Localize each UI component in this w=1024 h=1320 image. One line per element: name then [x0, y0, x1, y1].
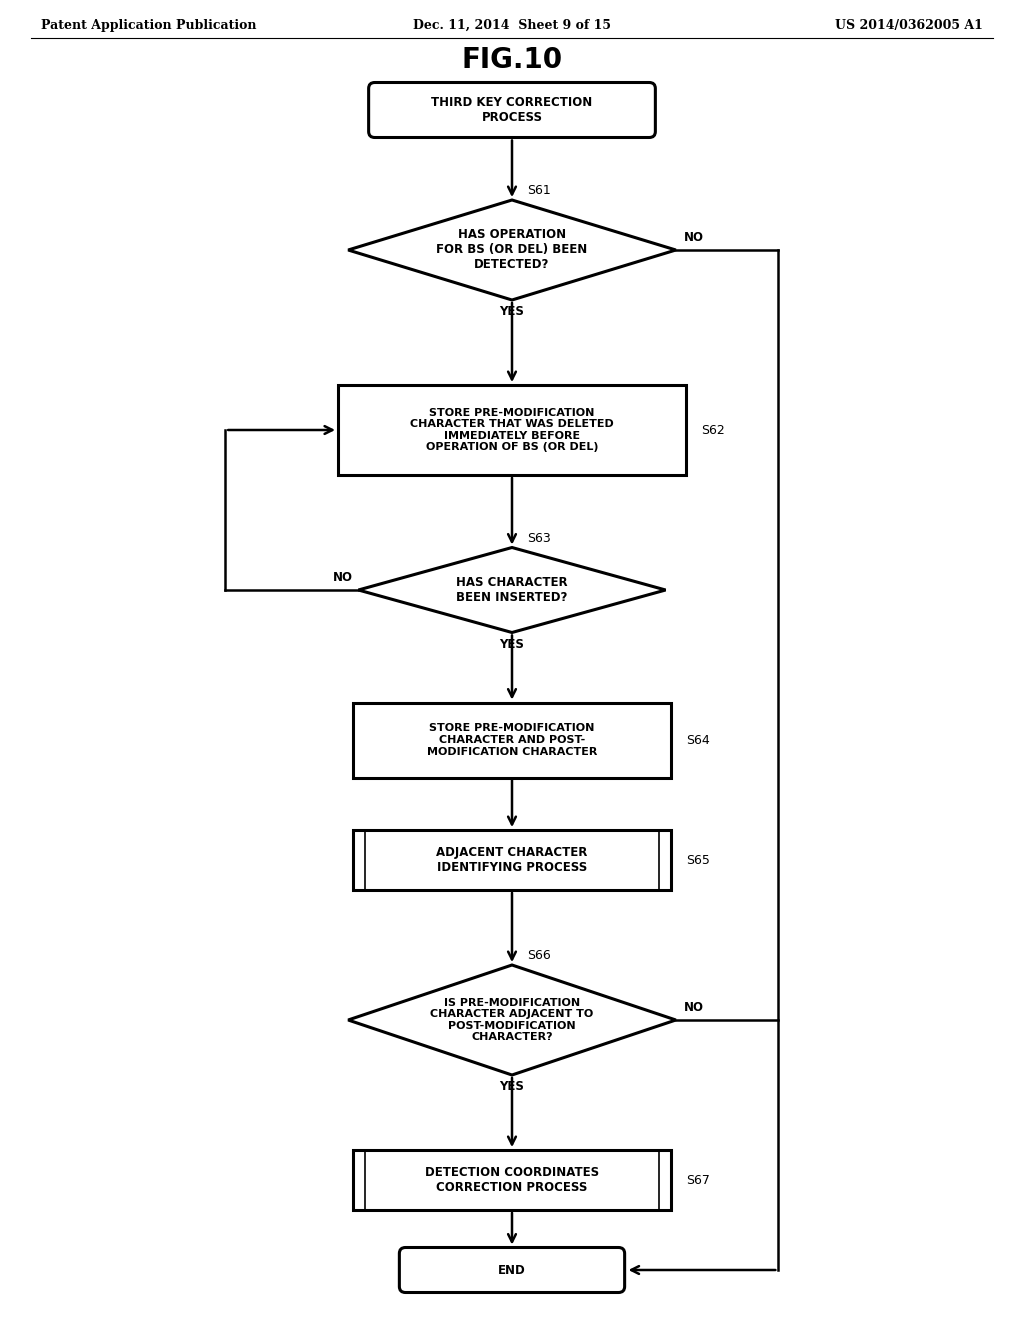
Text: NO: NO: [333, 572, 353, 583]
Text: Patent Application Publication: Patent Application Publication: [41, 18, 256, 32]
Bar: [338, 385, 686, 475]
Text: Dec. 11, 2014  Sheet 9 of 15: Dec. 11, 2014 Sheet 9 of 15: [413, 18, 611, 32]
Text: S67: S67: [686, 1173, 710, 1187]
Bar: [353, 1150, 671, 1210]
Text: STORE PRE-MODIFICATION
CHARACTER AND POST-
MODIFICATION CHARACTER: STORE PRE-MODIFICATION CHARACTER AND POS…: [427, 723, 597, 756]
Text: DETECTION COORDINATES
CORRECTION PROCESS: DETECTION COORDINATES CORRECTION PROCESS: [425, 1166, 599, 1195]
Text: S65: S65: [686, 854, 710, 866]
Text: FIG.10: FIG.10: [462, 46, 562, 74]
Polygon shape: [348, 965, 676, 1074]
Text: YES: YES: [500, 305, 524, 318]
Text: HAS CHARACTER
BEEN INSERTED?: HAS CHARACTER BEEN INSERTED?: [456, 576, 568, 605]
Text: S61: S61: [527, 183, 551, 197]
Polygon shape: [348, 201, 676, 300]
Text: IS PRE-MODIFICATION
CHARACTER ADJACENT TO
POST-MODIFICATION
CHARACTER?: IS PRE-MODIFICATION CHARACTER ADJACENT T…: [430, 998, 594, 1043]
Text: US 2014/0362005 A1: US 2014/0362005 A1: [836, 18, 983, 32]
Text: HAS OPERATION
FOR BS (OR DEL) BEEN
DETECTED?: HAS OPERATION FOR BS (OR DEL) BEEN DETEC…: [436, 228, 588, 272]
Text: S63: S63: [527, 532, 551, 544]
FancyBboxPatch shape: [399, 1247, 625, 1292]
Bar: [353, 830, 671, 890]
Text: STORE PRE-MODIFICATION
CHARACTER THAT WAS DELETED
IMMEDIATELY BEFORE
OPERATION O: STORE PRE-MODIFICATION CHARACTER THAT WA…: [411, 408, 613, 453]
Text: YES: YES: [500, 1080, 524, 1093]
Text: ADJACENT CHARACTER
IDENTIFYING PROCESS: ADJACENT CHARACTER IDENTIFYING PROCESS: [436, 846, 588, 874]
Text: S62: S62: [701, 424, 725, 437]
FancyBboxPatch shape: [369, 82, 655, 137]
Text: S66: S66: [527, 949, 551, 962]
Text: S64: S64: [686, 734, 710, 747]
Bar: [353, 702, 671, 777]
Text: YES: YES: [500, 638, 524, 651]
Text: END: END: [498, 1263, 526, 1276]
Text: NO: NO: [684, 231, 705, 244]
Polygon shape: [358, 548, 666, 632]
Text: NO: NO: [684, 1001, 705, 1014]
Text: THIRD KEY CORRECTION
PROCESS: THIRD KEY CORRECTION PROCESS: [431, 96, 593, 124]
